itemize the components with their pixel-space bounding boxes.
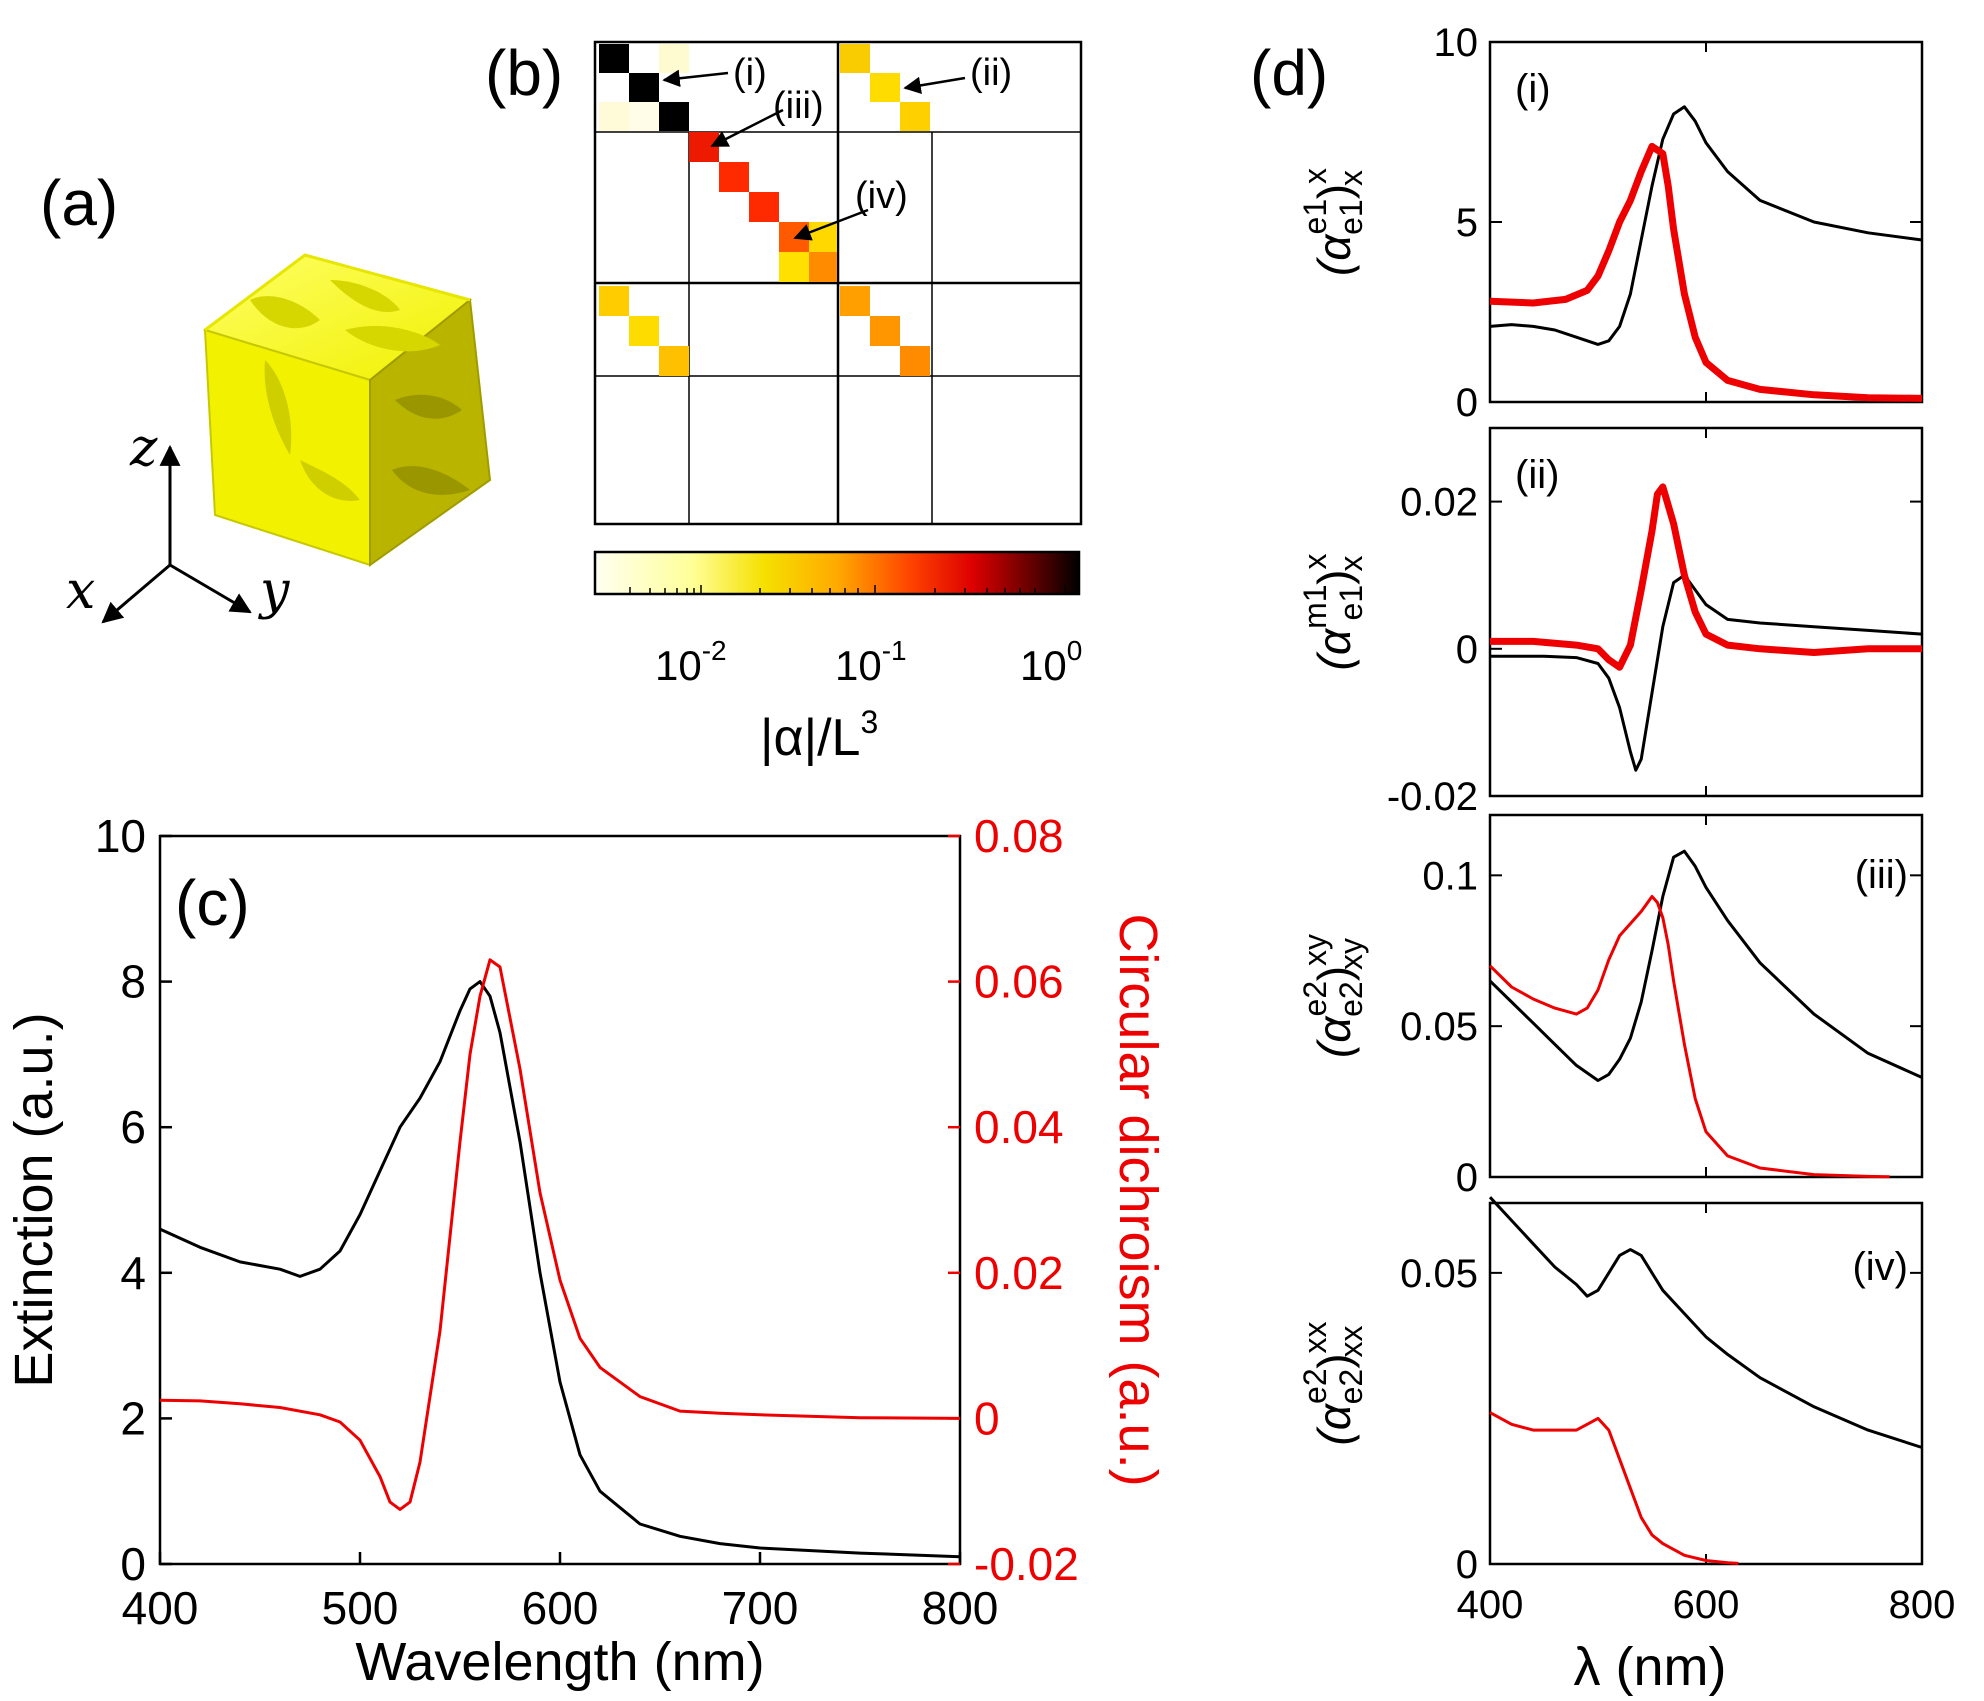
chart-d-ii-ytick-label: -0.02 bbox=[1387, 775, 1478, 819]
chart-c-xtick-label: 600 bbox=[522, 1582, 599, 1634]
chart-d-ii: -0.02 0 0.02 (ii) (αm1e1)xx bbox=[1297, 426, 1924, 819]
chart-d-xtick-label: 800 bbox=[1889, 1583, 1956, 1627]
gold-cube-illustration bbox=[202, 253, 492, 567]
chart-d-xlabel: λ (nm) bbox=[1574, 1637, 1727, 1697]
chart-d-iv-ylabel: (αe2e2)xxxx bbox=[1297, 1321, 1369, 1445]
chart-d-i: 0 5 10 (i) (αe1e1)xx bbox=[1297, 21, 1924, 425]
chart-d-i-ylabel: (αe1e1)xx bbox=[1297, 168, 1369, 276]
chart-c: (c) 400 500 600 700 800 0 2 4 6 8 10 -0.02 0 0.02 0.… bbox=[4, 810, 1168, 1692]
chart-d-iii-ytick-label: 0.1 bbox=[1422, 854, 1478, 898]
chart-c-ytick-label: 4 bbox=[120, 1247, 146, 1299]
panel-label-d: (d) bbox=[1250, 37, 1328, 109]
chart-d-iii-ylabel: (αe2e2)xyxy bbox=[1297, 934, 1369, 1058]
chart-d-i-series-black bbox=[1489, 105, 1923, 346]
chart-c-y2tick-label: 0.02 bbox=[974, 1247, 1064, 1299]
panel-label-b: (b) bbox=[485, 37, 563, 109]
axis-z-label: z bbox=[129, 418, 158, 478]
chart-d-iv-series-black bbox=[1488, 1196, 1923, 1449]
chart-d-iv-ytick-label: 0 bbox=[1456, 1543, 1478, 1587]
colorbar-tick-2: 10-1 bbox=[835, 635, 907, 689]
chart-c-ytick-label: 0 bbox=[120, 1538, 146, 1590]
chart-d-i-frame bbox=[1488, 40, 1924, 404]
chart-d: 0 5 10 (i) (αe1e1)xx -0.02 0 0.02 (ii) (αm1e1)xx 0… bbox=[1297, 21, 1955, 1627]
annotation-iii: (iii) bbox=[773, 85, 824, 127]
colorbar-tick-1: 10-2 bbox=[655, 635, 727, 689]
chart-c-y2tick-label: -0.02 bbox=[974, 1538, 1079, 1590]
chart-c-y2label: Circular dichroism (a.u.) bbox=[1108, 913, 1168, 1486]
chart-c-xtick-label: 500 bbox=[322, 1582, 399, 1634]
chart-d-iii-tag: (iii) bbox=[1855, 853, 1908, 897]
chart-d-xtick-label: 400 bbox=[1457, 1583, 1524, 1627]
panel-label-a: (a) bbox=[40, 167, 118, 239]
annotation-iv: (iv) bbox=[855, 175, 908, 217]
chart-d-i-series-red bbox=[1489, 142, 1923, 402]
chart-d-i-ytick-label: 10 bbox=[1434, 21, 1479, 65]
chart-c-series-extinction bbox=[159, 980, 961, 1559]
colorbar: 10-2 10-1 100 |α|/L3 bbox=[593, 550, 1082, 767]
polarizability-matrix: (i) (ii) (iii) (iv) bbox=[593, 40, 1083, 526]
chart-d-iv: 400 600 800 0 0.05 (iv) (αe2e2)xxxx bbox=[1297, 1196, 1956, 1627]
chart-d-i-ytick-label: 5 bbox=[1456, 201, 1478, 245]
annotation-ii: (ii) bbox=[970, 52, 1012, 94]
chart-d-i-tag: (i) bbox=[1515, 67, 1551, 111]
chart-d-i-ytick-label: 0 bbox=[1456, 381, 1478, 425]
coordinate-axes: z x y bbox=[66, 418, 290, 624]
chart-d-ii-series-red bbox=[1490, 483, 1922, 671]
chart-d-iii: 0 0.05 0.1 (iii) (αe2e2)xyxy bbox=[1297, 813, 1924, 1200]
chart-d-ii-ylabel: (αm1e1)xx bbox=[1297, 554, 1369, 671]
chart-d-ii-ytick-label: 0 bbox=[1456, 628, 1478, 672]
chart-c-ytick-label: 6 bbox=[120, 1101, 146, 1153]
chart-c-ytick-label: 10 bbox=[95, 810, 146, 862]
chart-c-frame bbox=[158, 834, 962, 1566]
chart-c-ytick-label: 2 bbox=[120, 1392, 146, 1444]
chart-d-ii-tag: (ii) bbox=[1515, 453, 1559, 497]
panel-label-c: (c) bbox=[175, 867, 250, 939]
colorbar-tick-3: 100 bbox=[1020, 635, 1082, 689]
colorbar-label: |α|/L3 bbox=[760, 704, 878, 767]
chart-d-iv-ytick-label: 0.05 bbox=[1400, 1252, 1478, 1296]
chart-c-y2tick-label: 0 bbox=[974, 1392, 1000, 1444]
annotation-i: (i) bbox=[733, 52, 767, 94]
chart-d-ii-series-black bbox=[1490, 573, 1923, 772]
chart-c-ylabel: Extinction (a.u.) bbox=[4, 1012, 64, 1387]
chart-c-y2tick-label: 0.04 bbox=[974, 1101, 1064, 1153]
chart-d-iii-series-black bbox=[1488, 849, 1923, 1082]
chart-d-iv-series-red bbox=[1489, 1411, 1739, 1565]
axis-y-label: y bbox=[258, 561, 290, 621]
chart-c-xtick-label: 700 bbox=[722, 1582, 799, 1634]
chart-c-series-circular-dichroism bbox=[159, 958, 961, 1511]
chart-d-iii-series-red bbox=[1488, 895, 1890, 1179]
chart-d-ii-ytick-label: 0.02 bbox=[1400, 481, 1478, 525]
chart-c-xtick-label: 800 bbox=[922, 1582, 999, 1634]
chart-d-iii-ytick-label: 0.05 bbox=[1400, 1005, 1478, 1049]
chart-d-iii-ytick-label: 0 bbox=[1456, 1156, 1478, 1200]
chart-c-xtick-label: 400 bbox=[122, 1582, 199, 1634]
chart-c-ytick-label: 8 bbox=[120, 956, 146, 1008]
chart-d-iv-tag: (iv) bbox=[1852, 1245, 1908, 1289]
chart-c-y2tick-label: 0.06 bbox=[974, 956, 1064, 1008]
axis-x-label: x bbox=[66, 561, 95, 621]
chart-c-xlabel: Wavelength (nm) bbox=[355, 1632, 764, 1692]
chart-c-y2tick-label: 0.08 bbox=[974, 810, 1064, 862]
chart-d-xtick-label: 600 bbox=[1673, 1583, 1740, 1627]
